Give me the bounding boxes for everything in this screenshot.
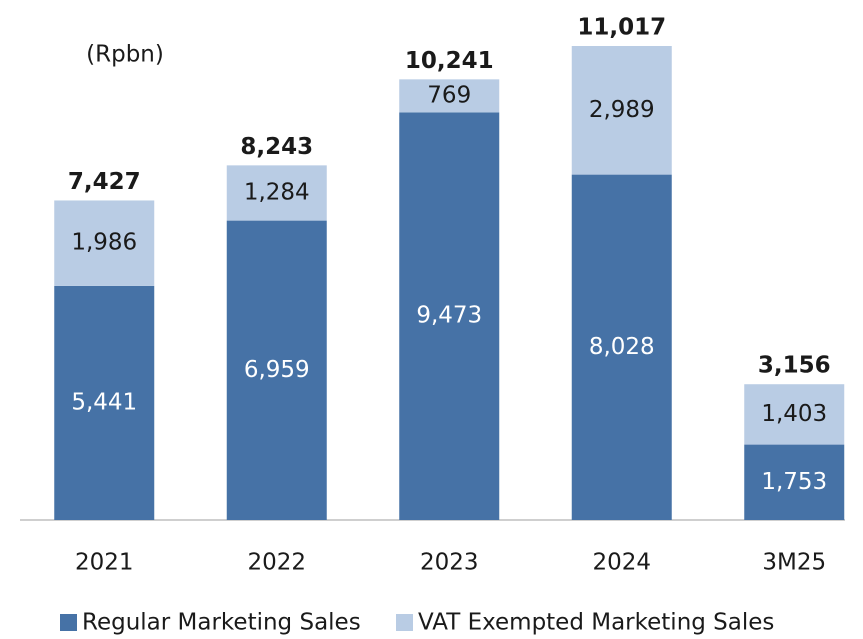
total-label: 11,017 [577,15,666,41]
x-tick-label: 2023 [420,550,479,576]
legend-label: VAT Exempted Marketing Sales [418,610,774,636]
legend-label: Regular Marketing Sales [82,610,361,636]
bar-segment [744,444,845,520]
legend-swatch [60,614,77,631]
value-label: 2,989 [589,97,655,123]
value-label: 8,028 [589,334,655,360]
value-label: 1,403 [761,401,827,427]
x-tick-label: 2024 [592,550,651,576]
bar-segment [399,79,500,113]
legend-swatch [396,614,413,631]
x-tick-label: 3M25 [762,550,826,576]
bar-segment [571,46,672,175]
x-tick-label: 2022 [247,550,306,576]
total-label: 7,427 [68,169,141,195]
bar-segment [744,384,845,445]
total-label: 3,156 [758,353,831,379]
value-label: 769 [427,82,471,108]
total-label: 10,241 [405,48,494,74]
value-label: 1,284 [244,179,310,205]
value-label: 1,753 [761,469,827,495]
value-label: 1,986 [71,230,137,256]
bar-segment [226,165,327,221]
value-label: 5,441 [71,389,137,415]
value-label: 6,959 [244,357,310,383]
bar-segment [54,285,155,520]
bar-segment [571,174,672,520]
total-label: 8,243 [240,134,313,160]
bar-segment [54,200,155,286]
bar-segment [399,112,500,521]
value-label: 9,473 [416,303,482,329]
x-tick-label: 2021 [75,550,134,576]
unit-label: (Rpbn) [86,42,164,68]
bar-segment [226,220,327,520]
